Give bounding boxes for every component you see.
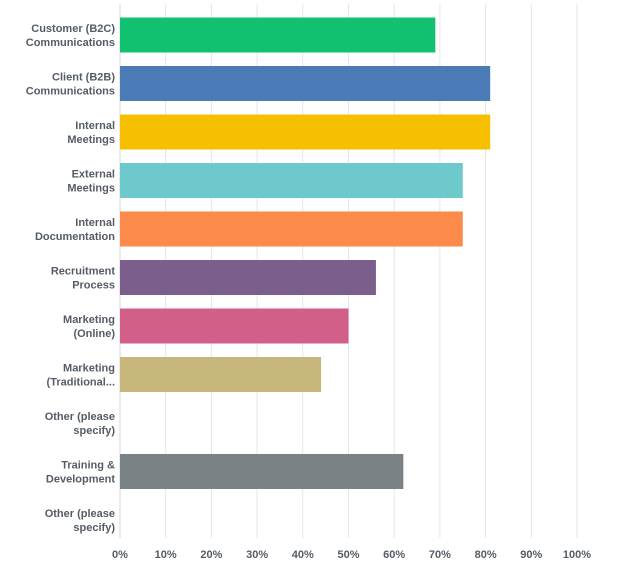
bar-3 xyxy=(120,163,463,198)
category-label-line: Other (please xyxy=(45,508,115,520)
bar-0 xyxy=(120,17,436,53)
x-tick-label: 40% xyxy=(292,549,314,561)
category-label: External Meetings xyxy=(67,169,115,195)
category-label-line: specify) xyxy=(73,522,115,534)
x-tick-label: 10% xyxy=(155,549,177,561)
x-tick-label: 80% xyxy=(475,549,497,561)
category-label-line: (Online) xyxy=(73,328,115,340)
category-label-line: Meetings xyxy=(67,134,115,146)
category-label-line: External xyxy=(72,169,115,181)
category-label-line: Internal xyxy=(75,217,115,229)
category-label-line: Internal xyxy=(75,120,115,132)
bar-5 xyxy=(120,260,376,295)
category-label: Customer (B2C) Communications xyxy=(26,23,116,49)
x-tick-label: 60% xyxy=(383,549,405,561)
category-label-line: Customer (B2C) xyxy=(31,23,115,35)
bar-6 xyxy=(120,308,349,344)
category-label-line: Other (please xyxy=(45,411,115,423)
bar-4 xyxy=(120,211,463,247)
x-tick-label: 90% xyxy=(520,549,542,561)
category-label-line: Development xyxy=(46,474,115,486)
category-label: Training & Development xyxy=(46,460,115,486)
bar-2 xyxy=(120,114,491,150)
category-label: Marketing (Online) xyxy=(63,314,115,340)
x-tick-label: 100% xyxy=(563,549,591,561)
x-tick-label: 70% xyxy=(429,549,451,561)
category-label-line: Documentation xyxy=(35,231,115,243)
category-label-line: Marketing xyxy=(63,314,115,326)
bar-7 xyxy=(120,357,322,392)
x-tick-label: 20% xyxy=(200,549,222,561)
bar-9 xyxy=(120,454,404,489)
x-axis-ticks: 0% 10% 20% 30% 40% 50% 60% 70% 80% 90% 100% xyxy=(112,549,591,561)
category-label-line: Training & xyxy=(61,460,115,472)
category-label-line: Process xyxy=(72,280,115,292)
category-label: Internal Meetings xyxy=(67,120,115,146)
x-tick-label: 50% xyxy=(337,549,359,561)
category-label-line: (Traditional... xyxy=(47,377,115,389)
category-label: Client (B2B) Communications xyxy=(26,72,116,98)
bars xyxy=(120,17,491,489)
category-label-line: Recruitment xyxy=(51,266,116,278)
x-tick-label: 30% xyxy=(246,549,268,561)
category-label: Recruitment Process xyxy=(51,266,116,292)
category-label-line: Communications xyxy=(26,86,115,98)
category-label-line: Client (B2B) xyxy=(52,72,115,84)
category-label: Other (please specify) xyxy=(45,411,116,437)
category-label-line: Communications xyxy=(26,37,115,49)
x-tick-label: 0% xyxy=(112,549,128,561)
bar-1 xyxy=(120,66,491,101)
category-label-line: Marketing xyxy=(63,363,115,375)
category-label: Other (please specify) xyxy=(45,508,116,534)
category-label-line: specify) xyxy=(73,425,115,437)
category-label-line: Meetings xyxy=(67,183,115,195)
category-label: Internal Documentation xyxy=(35,217,115,243)
category-label: Marketing (Traditional... xyxy=(47,363,115,389)
